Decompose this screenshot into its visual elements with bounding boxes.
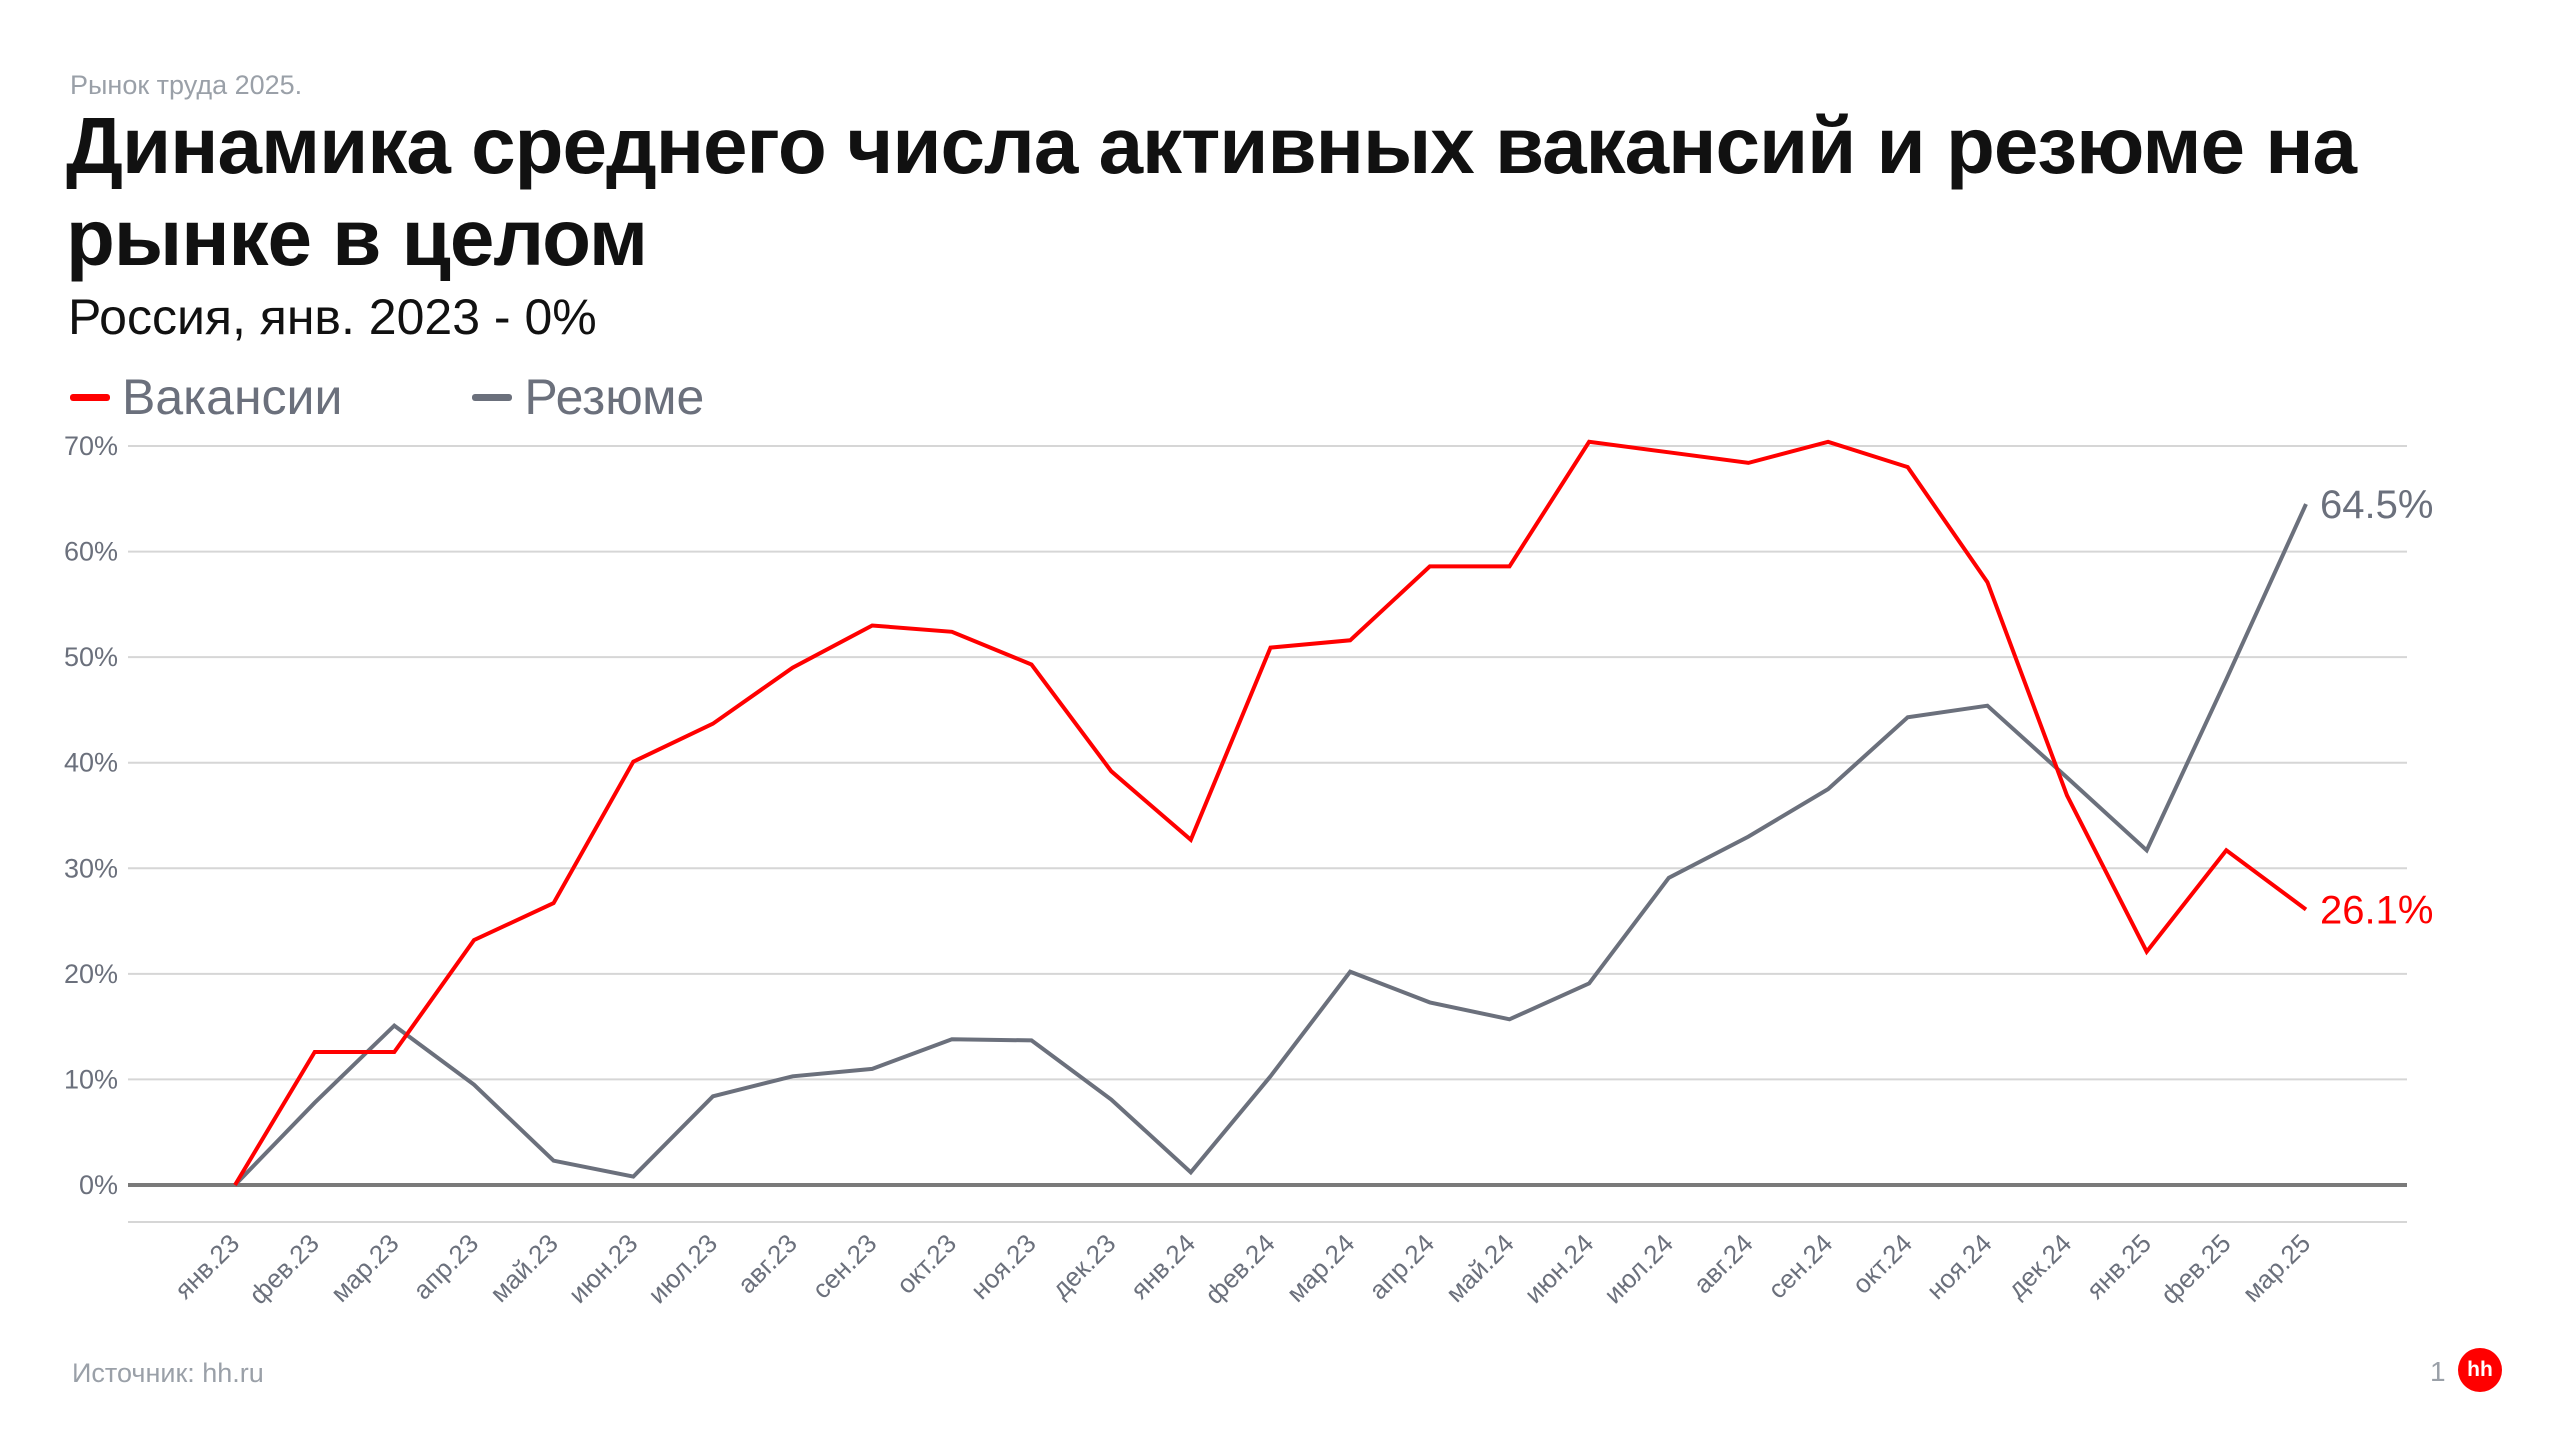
x-tick-label: мар.23 — [325, 1228, 405, 1308]
x-tick-label: авг.23 — [732, 1228, 803, 1299]
y-tick-label: 50% — [64, 642, 118, 672]
x-tick-label: ноя.23 — [965, 1228, 1042, 1305]
chart-title: Динамика среднего числа активных ваканси… — [66, 101, 2357, 282]
x-tick-label: июл.23 — [642, 1228, 723, 1309]
y-tick-label: 30% — [64, 853, 118, 883]
x-tick-label: янв.25 — [2080, 1228, 2157, 1305]
legend-label: Вакансии — [122, 369, 343, 425]
x-tick-label: апр.23 — [407, 1228, 484, 1305]
x-tick-label: окт.23 — [890, 1228, 962, 1300]
x-tick-label: авг.24 — [1687, 1228, 1758, 1299]
x-tick-label: сен.24 — [1762, 1228, 1838, 1304]
x-tick-label: апр.24 — [1363, 1228, 1440, 1305]
x-tick-label: фев.24 — [1199, 1228, 1281, 1310]
x-tick-label: мар.24 — [1281, 1228, 1361, 1308]
x-tick-label: фев.23 — [243, 1228, 325, 1310]
y-tick-label: 20% — [64, 959, 118, 989]
legend: Вакансии Резюме — [70, 368, 704, 426]
x-tick-label: окт.24 — [1846, 1228, 1918, 1300]
x-tick-label: мар.25 — [2236, 1228, 2316, 1308]
x-tick-label: дек.24 — [2002, 1228, 2078, 1304]
y-tick-label: 60% — [64, 537, 118, 567]
report-kicker: Рынок труда 2025. — [70, 70, 303, 100]
y-tick-label: 0% — [79, 1170, 118, 1200]
legend-swatch-resumes — [472, 393, 513, 401]
logo-text: hh — [2467, 1358, 2493, 1381]
x-tick-label: июл.24 — [1598, 1228, 1679, 1309]
x-tick-label: май.23 — [484, 1228, 564, 1308]
page-number: 1 — [2430, 1356, 2446, 1387]
legend-swatch-vacancies — [70, 393, 110, 401]
source-note: Источник: hh.ru — [72, 1358, 264, 1388]
end-data-label: 64.5% — [2320, 483, 2433, 527]
x-tick-label: янв.24 — [1124, 1228, 1201, 1305]
y-tick-label: 70% — [64, 431, 118, 461]
x-tick-label: май.24 — [1440, 1228, 1520, 1308]
hh-logo: hh — [2458, 1348, 2502, 1392]
y-tick-label: 10% — [64, 1064, 118, 1094]
end-data-label: 26.1% — [2320, 888, 2433, 932]
series-line-resumes — [233, 503, 2308, 1187]
x-tick-label: сен.23 — [806, 1228, 882, 1304]
legend-item-vacancies: Вакансии — [70, 368, 342, 426]
x-tick-label: янв.23 — [169, 1228, 246, 1305]
legend-item-resumes: Резюме — [472, 368, 704, 426]
x-tick-label: июн.24 — [1518, 1228, 1599, 1309]
x-tick-label: июн.23 — [563, 1228, 644, 1309]
series-line-vacancies — [233, 439, 2308, 1187]
x-tick-label: ноя.24 — [1921, 1228, 1998, 1305]
y-tick-label: 40% — [64, 748, 118, 778]
x-tick-label: дек.23 — [1046, 1228, 1122, 1304]
chart-subtitle: Россия, янв. 2023 - 0% — [68, 289, 597, 345]
legend-label: Резюме — [524, 369, 705, 425]
x-tick-label: фев.25 — [2155, 1228, 2237, 1310]
